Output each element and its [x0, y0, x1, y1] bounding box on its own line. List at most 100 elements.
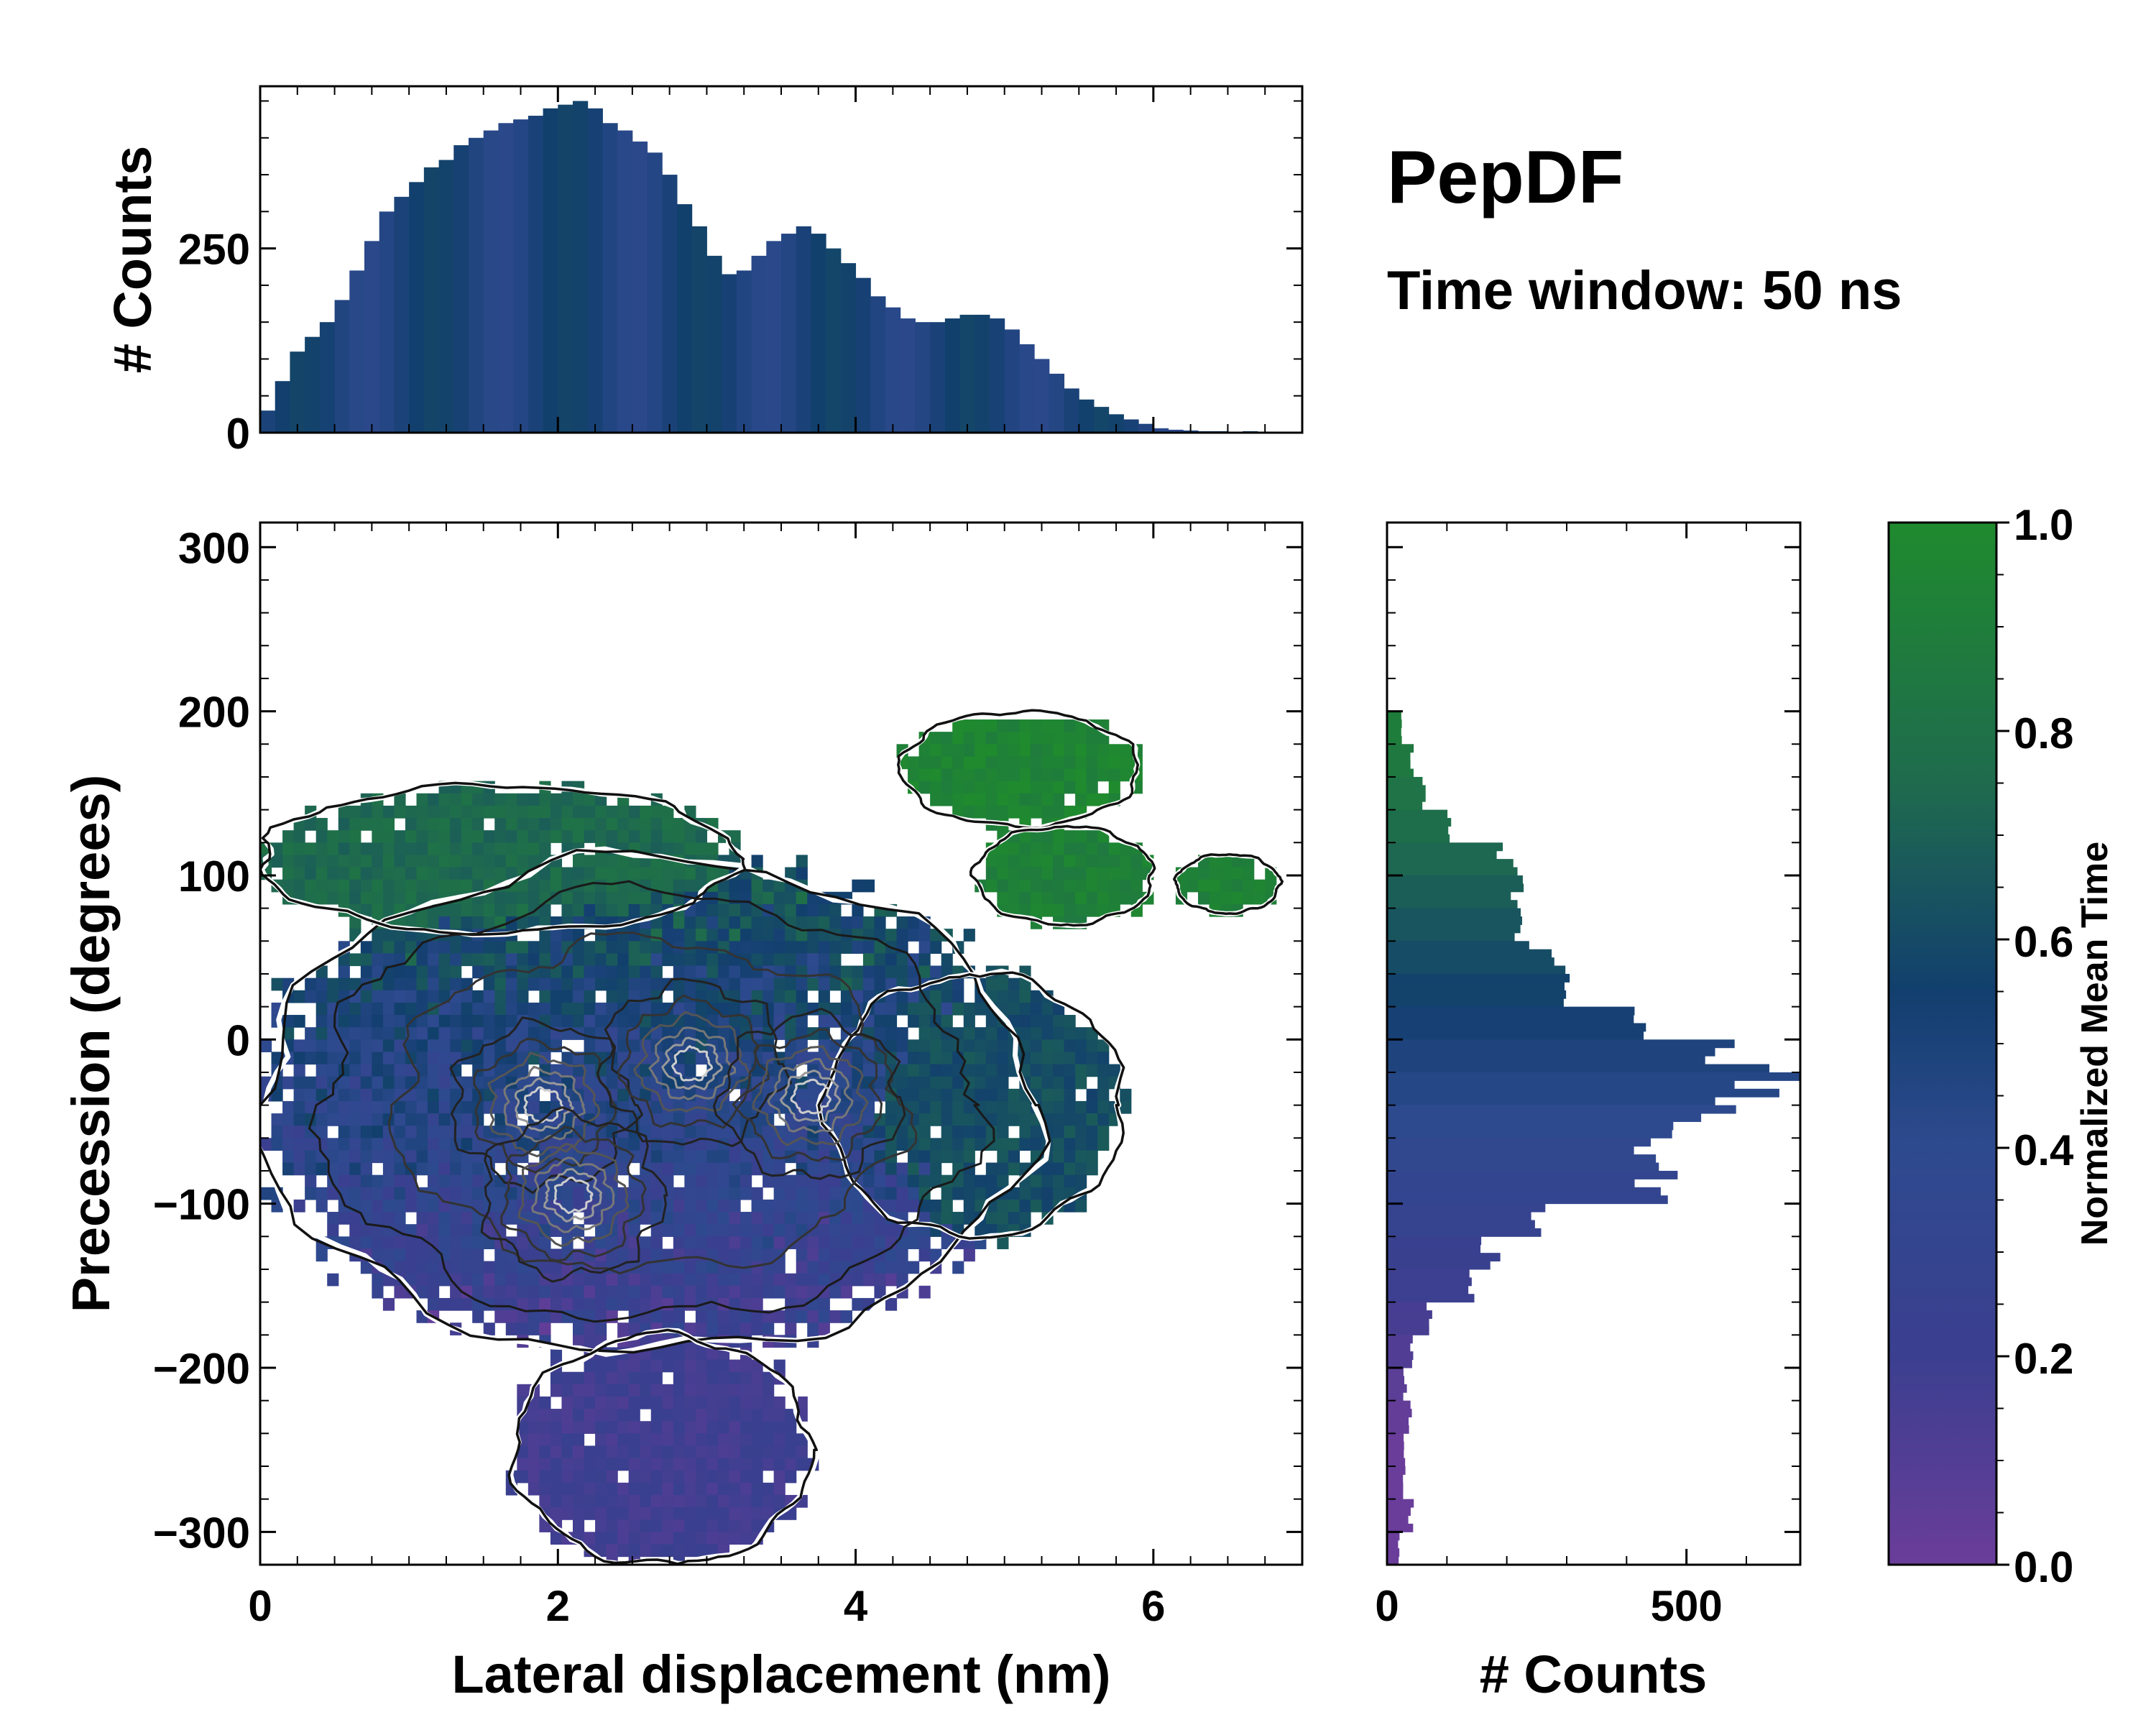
heatmap-cell [751, 1519, 763, 1532]
heatmap-cell [617, 1039, 630, 1053]
heatmap-cell [349, 1113, 361, 1126]
heatmap-cell [807, 1187, 819, 1200]
top-hist-ytick-label: 250 [178, 226, 250, 274]
heatmap-cell [1075, 879, 1087, 893]
heatmap-cell [505, 793, 517, 806]
heatmap-cell [416, 1126, 428, 1138]
heatmap-cell [874, 1162, 886, 1176]
heatmap-cell [650, 1138, 663, 1151]
heatmap-cell [673, 1162, 685, 1176]
heatmap-cell [1120, 744, 1132, 757]
heatmap-cell [918, 1113, 931, 1126]
heatmap-cell [1008, 1002, 1021, 1016]
heatmap-cell [673, 1470, 685, 1484]
heatmap-cell [997, 805, 1009, 819]
colorbar-gradient [1887, 521, 1998, 1566]
heatmap-cell [918, 929, 931, 942]
heatmap-cell [740, 1396, 752, 1409]
heatmap-cell [785, 903, 797, 917]
heatmap-cell [438, 1064, 451, 1077]
heatmap-cell [941, 1199, 953, 1213]
heatmap-cell [461, 805, 473, 819]
heatmap-cell [1097, 879, 1110, 893]
heatmap-cell [438, 978, 451, 991]
heatmap-cell [315, 830, 328, 843]
heatmap-cell [315, 1076, 328, 1090]
heatmap-cell [573, 1458, 585, 1471]
heatmap-cell [796, 867, 808, 880]
heatmap-cell [305, 1100, 317, 1114]
heatmap-cell [315, 990, 328, 1003]
heatmap-cell [997, 768, 1009, 782]
heatmap-cell [706, 1371, 719, 1385]
heatmap-cell [517, 1384, 529, 1397]
heatmap-cell [773, 1409, 786, 1422]
heatmap-cell [327, 1113, 339, 1126]
heatmap-cell [896, 953, 908, 967]
heatmap-cell [528, 1002, 540, 1016]
top-hist-bar [706, 255, 722, 433]
heatmap-cell [930, 1174, 942, 1188]
heatmap-cell [461, 1187, 473, 1200]
heatmap-cell [751, 916, 763, 929]
heatmap-cell [963, 1138, 975, 1151]
heatmap-cell [963, 929, 975, 942]
heatmap-cell [282, 1162, 295, 1176]
heatmap-cell [550, 1285, 563, 1299]
heatmap-cell [595, 1458, 607, 1471]
heatmap-cell [617, 965, 630, 979]
heatmap-cell [640, 1236, 652, 1250]
heatmap-cell [740, 1187, 752, 1200]
heatmap-cell [539, 1494, 551, 1508]
heatmap-cell [650, 1310, 663, 1323]
heatmap-cell [706, 1199, 719, 1213]
heatmap-cell [717, 1371, 730, 1385]
heatmap-cell [740, 1248, 752, 1262]
heatmap-cell [874, 1027, 886, 1040]
heatmap-cell [528, 1482, 540, 1496]
heatmap-cell [1041, 1064, 1054, 1077]
heatmap-cell [293, 867, 305, 880]
heatmap-cell [349, 978, 361, 991]
top-hist-bar [662, 175, 678, 433]
heatmap-cell [1030, 903, 1043, 917]
heatmap-cell [428, 1273, 440, 1287]
heatmap-cell [1120, 891, 1132, 905]
heatmap-cell [617, 1396, 630, 1409]
heatmap-cell [673, 879, 685, 893]
heatmap-cell [438, 1052, 451, 1065]
heatmap-cell [650, 1371, 663, 1385]
heatmap-cell [662, 1126, 674, 1138]
heatmap-cell [852, 978, 864, 991]
heatmap-cell [450, 818, 462, 831]
heatmap-cell [528, 941, 540, 954]
heatmap-cell [428, 805, 440, 819]
heatmap-cell [1097, 867, 1110, 880]
heatmap-cell [382, 1236, 395, 1250]
heatmap-cell [1019, 805, 1031, 819]
heatmap-cell [606, 1162, 618, 1176]
heatmap-cell [606, 953, 618, 967]
heatmap-cell [650, 953, 663, 967]
heatmap-cell [315, 867, 328, 880]
heatmap-cell [405, 1261, 418, 1274]
heatmap-cell [595, 1273, 607, 1287]
heatmap-cell [740, 903, 752, 917]
heatmap-cell [785, 1236, 797, 1250]
heatmap-cell [494, 1088, 507, 1102]
heatmap-cell [840, 1248, 852, 1262]
heatmap-cell [494, 941, 507, 954]
heatmap-cell [840, 1261, 852, 1274]
right-histogram-xlabel: # Counts [1480, 1644, 1708, 1704]
heatmap-cell [985, 1039, 998, 1053]
heatmap-cell [461, 1027, 473, 1040]
heatmap-cell [260, 1039, 272, 1053]
heatmap-cell [662, 1347, 674, 1361]
heatmap-cell [606, 1445, 618, 1459]
right-hist-bar [1387, 1458, 1406, 1467]
heatmap-cell [573, 1507, 585, 1520]
heatmap-cell [1030, 756, 1043, 770]
heatmap-cell [985, 744, 998, 757]
heatmap-cell [315, 818, 328, 831]
